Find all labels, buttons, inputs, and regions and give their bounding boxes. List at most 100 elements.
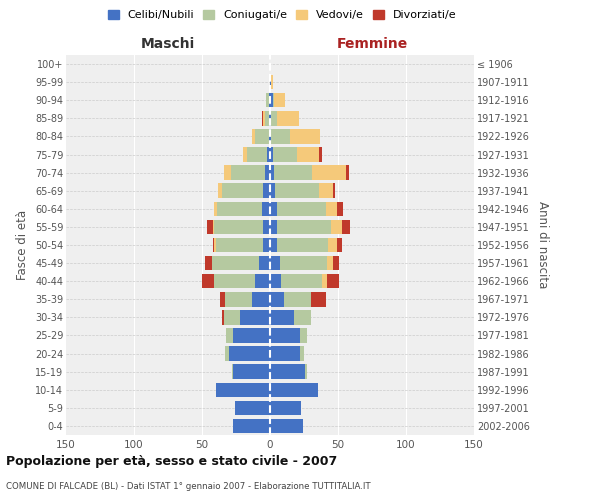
Bar [255,274,270,288]
Bar [224,166,230,180]
Bar [240,310,270,324]
Bar [274,166,312,180]
Bar [269,93,270,108]
Bar [270,364,305,379]
Bar [253,129,255,144]
Bar [262,202,270,216]
Bar [270,418,302,433]
Bar [295,310,311,324]
Bar [273,93,274,108]
Bar [270,328,300,342]
Bar [328,238,337,252]
Bar [253,292,270,306]
Bar [218,184,223,198]
Bar [224,310,240,324]
Bar [312,166,346,180]
Bar [270,129,271,144]
Text: Popolazione per età, sesso e stato civile - 2007: Popolazione per età, sesso e stato civil… [6,454,337,468]
Bar [297,148,319,162]
Bar [270,75,271,90]
Bar [277,111,299,126]
Bar [233,364,270,379]
Bar [270,184,275,198]
Bar [270,238,277,252]
Bar [262,111,263,126]
Bar [331,220,342,234]
Bar [319,184,332,198]
Bar [290,129,320,144]
Bar [208,220,213,234]
Bar [274,93,285,108]
Bar [230,166,265,180]
Bar [270,93,273,108]
Bar [270,310,295,324]
Bar [270,400,301,415]
Text: Femmine: Femmine [337,38,407,52]
Bar [270,292,284,306]
Bar [225,346,229,361]
Bar [277,238,328,252]
Bar [305,364,307,379]
Bar [269,129,270,144]
Bar [270,346,300,361]
Bar [247,148,267,162]
Bar [270,274,281,288]
Bar [273,148,297,162]
Bar [332,184,335,198]
Bar [269,111,270,126]
Bar [213,238,214,252]
Bar [327,274,340,288]
Bar [337,238,342,252]
Bar [215,238,263,252]
Bar [275,184,319,198]
Bar [322,274,327,288]
Bar [337,202,343,216]
Bar [319,148,322,162]
Text: COMUNE DI FALCADE (BL) - Dati ISTAT 1° gennaio 2007 - Elaborazione TUTTITALIA.IT: COMUNE DI FALCADE (BL) - Dati ISTAT 1° g… [6,482,371,491]
Text: Maschi: Maschi [141,38,195,52]
Bar [326,202,337,216]
Y-axis label: Anni di nascita: Anni di nascita [536,202,549,288]
Bar [281,274,322,288]
Bar [232,364,233,379]
Bar [280,256,327,270]
Bar [202,274,214,288]
Bar [243,148,247,162]
Bar [346,166,349,180]
Bar [271,129,290,144]
Bar [205,256,212,270]
Bar [265,166,270,180]
Legend: Celibi/Nubili, Coniugati/e, Vedovi/e, Divorziati/e: Celibi/Nubili, Coniugati/e, Vedovi/e, Di… [103,6,461,25]
Bar [214,220,263,234]
Bar [212,256,259,270]
Bar [229,346,270,361]
Bar [270,111,271,126]
Bar [263,111,265,126]
Y-axis label: Fasce di età: Fasce di età [16,210,29,280]
Bar [270,166,274,180]
Bar [300,328,307,342]
Bar [271,75,273,90]
Bar [271,111,277,126]
Bar [223,184,263,198]
Bar [263,220,270,234]
Bar [263,184,270,198]
Bar [332,256,340,270]
Bar [277,202,326,216]
Bar [311,292,326,306]
Bar [284,292,311,306]
Bar [220,292,225,306]
Bar [233,418,270,433]
Bar [233,328,270,342]
Bar [263,238,270,252]
Bar [223,310,224,324]
Bar [270,148,273,162]
Bar [217,202,262,216]
Bar [215,382,270,397]
Bar [270,256,280,270]
Bar [255,129,269,144]
Bar [342,220,350,234]
Bar [300,346,304,361]
Bar [225,292,253,306]
Bar [213,220,214,234]
